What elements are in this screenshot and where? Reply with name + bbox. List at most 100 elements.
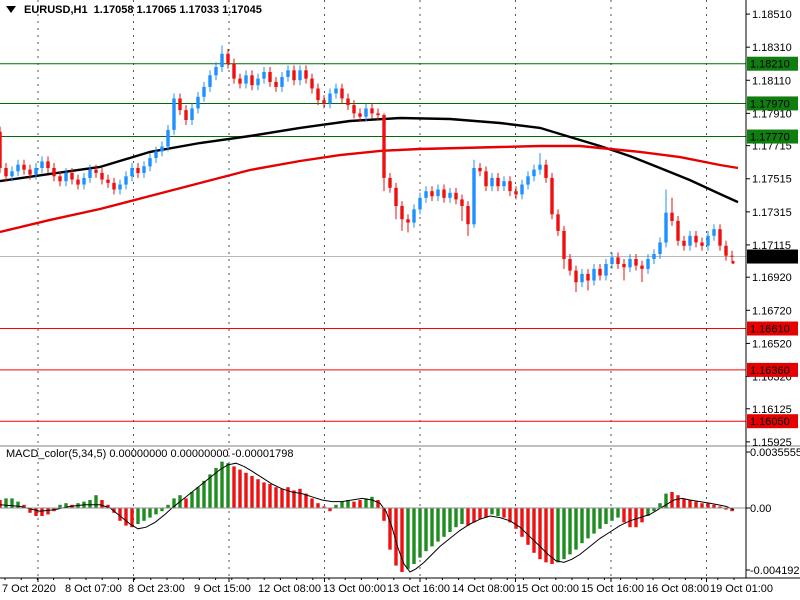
macd-histogram-bar [718,506,722,508]
time-axis-label: 7 Oct 2020 [2,583,56,595]
candle-body [130,168,134,177]
macd-histogram-bar [592,508,596,534]
macd-histogram-bar [442,508,446,537]
candle-body [340,88,344,99]
macd-histogram-bar [544,508,548,563]
macd-histogram-bar [340,501,344,508]
macd-histogram-bar [184,498,188,508]
macd-histogram-bar [370,496,374,508]
macd-histogram-bar [646,508,650,516]
candle-body [250,75,254,86]
macd-histogram-bar [496,508,500,516]
price-badge-resistance [747,129,798,144]
macd-histogram-bar [520,508,524,537]
macd-histogram-bar [412,508,416,564]
macd-histogram-bar [502,508,506,518]
candle-body [658,242,662,255]
candle-body [376,113,380,116]
candle-body [94,169,98,173]
candle-body [328,93,332,104]
price-badge-label: 1.17045 [750,252,790,264]
candle-body [466,206,470,225]
collapse-triangle-icon[interactable] [6,6,16,13]
candle-body [664,212,668,243]
macd-histogram-bar [274,487,278,508]
macd-histogram-bar [190,492,194,508]
candle-body [496,177,500,187]
macd-histogram-bar [298,488,302,508]
macd-axis-label: 0.0035555 [750,447,800,459]
candle-body [238,78,242,84]
chart-title-text: EURUSD,H1 1.17058 1.17065 1.17033 1.1704… [24,4,262,16]
price-axis-label: 1.18310 [752,42,792,54]
candle-body [214,67,218,76]
candle-body [604,264,608,276]
candle-body [442,189,446,198]
time-axis-label: 14 Oct 08:00 [452,583,515,595]
candle-body [292,70,296,81]
candle-body [526,176,530,185]
macd-histogram-bar [46,508,50,515]
macd-signal-line [0,462,735,573]
macd-histogram-bar [616,508,620,518]
candle-body [316,88,320,101]
candle-body [622,264,626,268]
candle-body [436,189,440,197]
macd-histogram-bar [562,508,566,560]
macd-histogram-bar [688,500,692,508]
macd-histogram-bar [556,508,560,563]
macd-histogram-bar [304,493,308,508]
candle-body [646,259,650,269]
candle-body [472,168,476,225]
candle-body [382,115,386,178]
candle-body [178,98,182,111]
candle-body [370,108,374,114]
macd-histogram-bar [676,495,680,508]
candle-body [430,191,434,197]
candle-body [76,179,80,185]
macd-histogram-bar [286,487,290,508]
price-badge-resistance [747,96,798,111]
macd-histogram-bar [28,508,32,513]
candle-body [58,176,62,182]
macd-histogram-bar [568,508,572,555]
candle-body [262,72,266,79]
macd-histogram-bar [10,498,14,508]
price-axis-label: 1.16125 [752,404,792,416]
macd-histogram-bar [490,508,494,515]
candle-body [34,168,38,175]
macd-histogram-bar [484,508,488,518]
candle-body [724,245,728,256]
macd-histogram-bar [154,508,158,515]
candle-body [256,78,260,86]
macd-histogram-bar [34,508,38,516]
macd-histogram-bar [142,508,146,521]
candle-body [244,75,248,84]
macd-histogram-bar [526,508,530,545]
candle-body [106,179,110,183]
candle-body [88,169,92,178]
macd-histogram-bar [112,508,116,513]
candle-body [304,70,308,79]
candle-body [532,169,536,177]
macd-histogram-bar [472,508,476,523]
candle-body [718,229,722,246]
time-axis-label: 16 Oct 08:00 [646,583,709,595]
price-axis-label: 1.15925 [752,437,792,449]
candle-body [562,230,566,259]
macd-histogram-bar [628,508,632,528]
candle-body [454,192,458,200]
candle-body [16,164,20,172]
macd-histogram-bar [22,504,26,508]
macd-histogram-bar [634,508,638,528]
macd-histogram-bar [16,501,20,508]
candle-body [682,240,686,246]
macd-histogram-bar [202,480,206,508]
price-axis-label: 1.18110 [752,75,791,87]
candle-body [40,161,44,168]
macd-histogram-bar [550,508,554,564]
macd-histogram-bar [448,508,452,532]
macd-histogram-bar [664,493,668,508]
